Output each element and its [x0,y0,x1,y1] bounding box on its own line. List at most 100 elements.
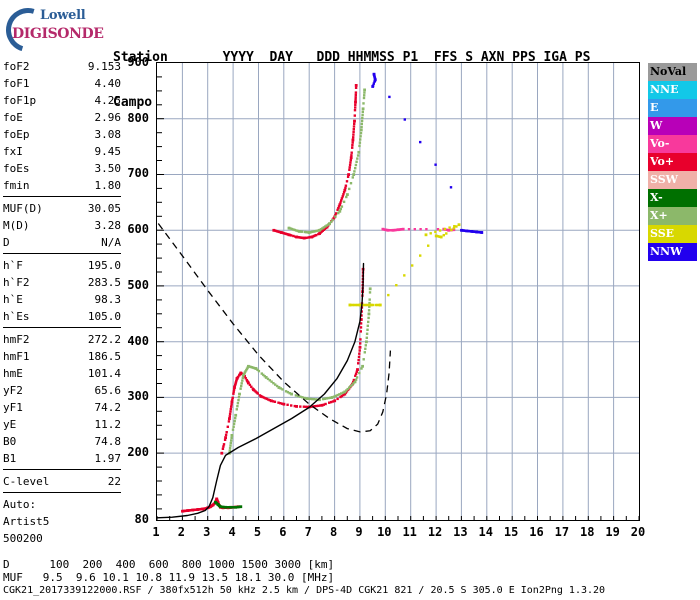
legend-item-label: NNW [650,245,682,258]
data-point [354,99,356,101]
data-point [364,351,366,353]
data-point [239,505,242,508]
param-key: C-level [3,473,49,490]
legend-item-vo-[interactable]: Vo+ [648,153,697,171]
data-point [439,229,441,231]
data-point [379,304,382,307]
legend-item-vo-[interactable]: Vo- [648,135,697,153]
param-value: 98.3 [95,291,122,308]
data-point [270,399,273,402]
legend-item-sse[interactable]: SSE [648,225,697,243]
data-point [230,406,232,408]
data-point [227,426,229,428]
data-point [367,317,369,319]
data-point [365,340,368,343]
series-electron-density-profile [157,264,364,518]
param-value: 1.80 [95,177,122,194]
param-row: MUF(D) 30.05 [3,200,121,217]
param-value: 3.08 [95,126,122,143]
data-point [362,111,364,113]
x-tick-label: 19 [601,526,625,538]
data-point [230,408,232,410]
legend-item-noval[interactable]: NoVal [648,63,697,81]
data-point [367,325,369,327]
legend-item-nne[interactable]: NNE [648,81,697,99]
param-row: fxI 9.45 [3,143,121,160]
x-tick-label: 14 [474,526,498,538]
param-value: 186.5 [88,348,121,365]
data-point [290,404,292,406]
data-point [447,229,450,232]
series-x-trace-x-f-layer [228,287,372,454]
data-point [341,205,343,207]
data-point [215,498,218,501]
data-point [351,144,353,146]
data-point [298,230,301,233]
data-point [335,212,337,214]
footer-distance-row: D 100 200 400 600 800 1000 1500 3000 [km… [3,558,334,571]
data-point [230,437,232,439]
data-point [366,333,368,335]
param-row: yE 11.2 [3,416,121,433]
data-point [234,414,237,417]
legend-item-label: Vo- [650,137,669,150]
data-point [181,510,184,513]
legend-item-label: NNE [650,83,679,96]
data-point [340,199,342,201]
data-point [196,508,199,511]
data-point [355,84,358,87]
data-point [453,225,455,227]
param-group-frequencies: foF2 9.153 foF1 4.40 foF1p 4.25 foE 2.96 foE… [3,58,121,197]
data-point [342,195,344,197]
series-second-hop-f-echoes-o [272,84,357,240]
data-point [265,376,268,379]
data-point [372,304,374,306]
data-point [395,284,397,286]
data-point [308,231,311,234]
ionogram-plot[interactable] [156,62,640,521]
param-key: foF2 [3,58,30,75]
data-point [274,401,276,403]
legend-item-ssw[interactable]: SSW [648,171,697,189]
data-point [343,189,346,192]
data-point [355,94,357,96]
data-point [345,185,347,187]
data-point [348,169,350,171]
data-point [299,405,301,407]
x-tick-label: 3 [195,526,219,538]
data-point [301,396,303,398]
data-point [369,298,371,300]
data-point [344,187,346,189]
data-point [360,129,363,132]
data-point [435,235,438,238]
data-point [354,106,356,108]
data-point [236,405,238,407]
y-tick-label: 800 [109,113,149,123]
data-point [292,235,294,237]
legend-item-nnw[interactable]: NNW [648,243,697,261]
data-point [358,356,360,358]
data-point [363,91,365,93]
param-key: foF1 [3,75,30,92]
legend-item-x-[interactable]: X+ [648,207,697,225]
data-point [353,125,355,127]
data-point [349,161,351,163]
data-point [240,385,242,387]
data-point [362,107,365,110]
param-key: hmF1 [3,348,30,365]
param-row: hmF2 272.2 [3,331,121,348]
legend-item-e[interactable]: E [648,99,697,117]
data-point [443,234,445,236]
param-key: M(D) [3,217,30,234]
data-point [228,420,230,422]
param-row: B1 1.97 [3,450,121,467]
data-point [369,287,372,290]
data-point [357,151,360,154]
data-point [191,509,194,512]
legend-item-x-[interactable]: X- [648,189,697,207]
data-point [318,232,321,235]
legend-item-w[interactable]: W [648,117,697,135]
data-point [230,442,232,444]
param-value: N/A [101,234,121,251]
data-point [470,230,473,233]
